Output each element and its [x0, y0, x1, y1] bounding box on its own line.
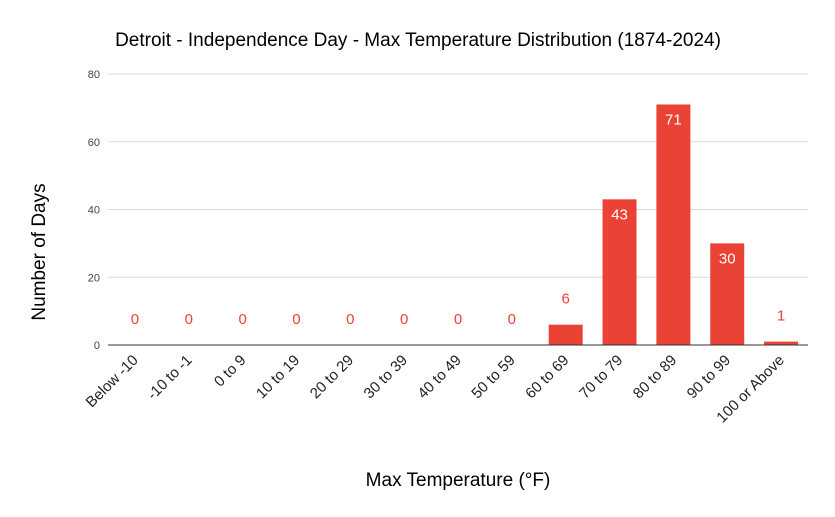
- gridlines: [108, 73, 808, 278]
- data-label: 0: [185, 311, 193, 328]
- x-axis-title: Max Temperature (°F): [366, 470, 551, 491]
- x-tick-label: Below -10: [83, 352, 142, 411]
- data-label: 0: [131, 311, 139, 328]
- x-tick-label: -10 to -1: [144, 352, 196, 404]
- y-tick-label: 40: [88, 205, 100, 217]
- bar: [602, 199, 637, 345]
- data-label: 0: [238, 311, 246, 328]
- y-axis-title: Number of Days: [29, 183, 50, 320]
- y-axis-ticks: 0 20 40 60 80: [88, 69, 100, 352]
- x-tick-label: 40 to 49: [414, 352, 464, 402]
- data-label: 0: [508, 311, 516, 328]
- y-tick-label: 20: [88, 272, 100, 284]
- data-label: 30: [719, 250, 736, 267]
- x-tick-label: 90 to 99: [684, 352, 734, 402]
- x-tick-label: 0 to 9: [211, 352, 250, 391]
- data-label: 0: [400, 311, 408, 328]
- bar: [764, 341, 799, 345]
- bar: [710, 243, 745, 345]
- x-tick-label: 30 to 39: [361, 352, 411, 402]
- data-labels: 0 0 0 0 0 0 0 0 6 43 71 30 1: [131, 111, 785, 328]
- x-tick-label: 70 to 79: [576, 352, 626, 402]
- bar: [548, 324, 583, 345]
- chart-title: Detroit - Independence Day - Max Tempera…: [115, 30, 721, 51]
- data-label: 6: [562, 291, 570, 308]
- x-axis-ticks: Below -10 -10 to -1 0 to 9 10 to 19 20 to 29…: [83, 352, 788, 427]
- data-label: 0: [454, 311, 462, 328]
- bar: [656, 104, 691, 345]
- data-label: 0: [346, 311, 354, 328]
- y-tick-label: 0: [94, 340, 100, 352]
- data-label: 71: [665, 111, 682, 128]
- data-label: 1: [777, 308, 785, 325]
- x-tick-label: 10 to 19: [253, 352, 303, 402]
- x-tick-label: 50 to 59: [468, 352, 518, 402]
- data-label: 0: [292, 311, 300, 328]
- data-label: 43: [611, 206, 628, 223]
- y-tick-label: 80: [88, 69, 100, 81]
- x-tick-label: 80 to 89: [630, 352, 680, 402]
- x-tick-label: 60 to 69: [522, 352, 572, 402]
- bars: [548, 104, 799, 345]
- x-tick-label: 20 to 29: [307, 352, 357, 402]
- y-tick-label: 60: [88, 137, 100, 149]
